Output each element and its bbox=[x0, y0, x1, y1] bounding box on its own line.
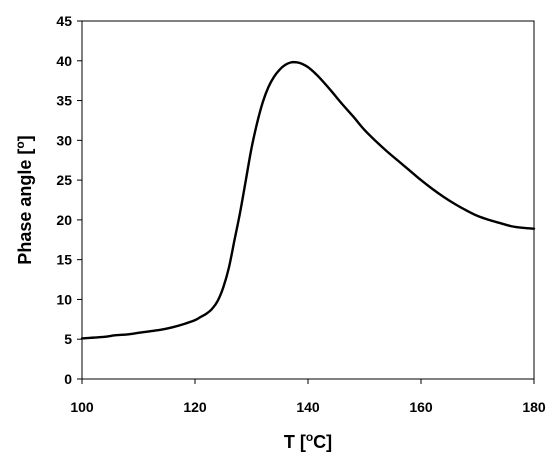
y-tick-label: 5 bbox=[64, 331, 72, 347]
y-tick-label: 15 bbox=[56, 252, 72, 268]
x-tick-label: 120 bbox=[183, 399, 207, 415]
x-tick-label: 160 bbox=[409, 399, 433, 415]
y-tick-label: 30 bbox=[56, 132, 72, 148]
x-axis-ticks: 100 120 140 160 180 bbox=[70, 379, 546, 415]
plot-frame bbox=[81, 20, 535, 380]
x-tick-label: 100 bbox=[70, 399, 94, 415]
phase-angle-series-line bbox=[80, 60, 536, 340]
y-tick-label: 40 bbox=[56, 53, 72, 69]
y-axis-ticks: 0 5 10 15 20 25 30 35 40 45 bbox=[56, 13, 82, 387]
y-tick-label: 0 bbox=[64, 371, 72, 387]
y-tick-label: 45 bbox=[56, 13, 72, 29]
x-tick-label: 140 bbox=[296, 399, 320, 415]
y-tick-label: 25 bbox=[56, 172, 72, 188]
y-tick-label: 35 bbox=[56, 93, 72, 109]
y-tick-label: 10 bbox=[56, 291, 72, 307]
x-axis-title: T [oC] bbox=[284, 430, 332, 452]
x-tick-label: 180 bbox=[522, 399, 546, 415]
y-tick-label: 20 bbox=[56, 212, 72, 228]
y-axis-title: Phase angle [o] bbox=[13, 135, 35, 264]
